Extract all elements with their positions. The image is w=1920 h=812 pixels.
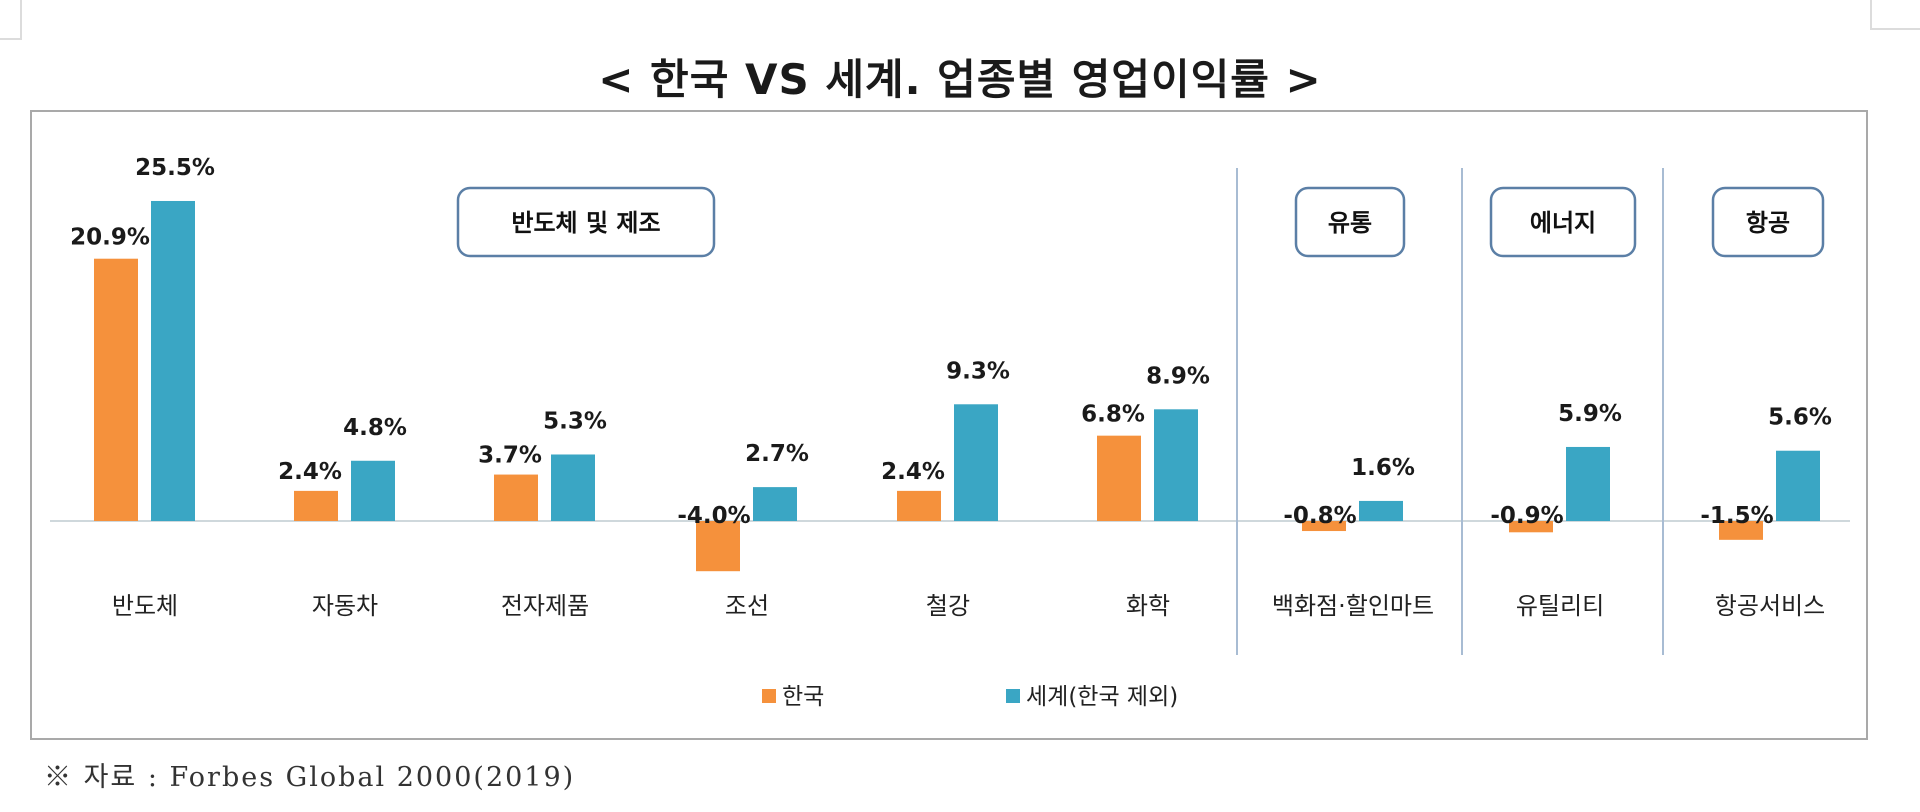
chart-title: < 한국 VS 세계. 업종별 영업이익률 > — [598, 55, 1322, 104]
bar-korea-2 — [294, 490, 338, 521]
bar-world-7 — [1359, 500, 1403, 521]
corner-mark-left — [0, 0, 22, 40]
bar-world-2 — [351, 460, 395, 521]
value-label-korea-3: 3.7% — [478, 443, 542, 469]
value-label-korea-7: -0.8% — [1283, 503, 1356, 529]
category-label-9: 항공서비스 — [1715, 592, 1825, 620]
group-box-3 — [1489, 186, 1637, 258]
category-label-5: 철강 — [926, 592, 970, 620]
value-label-korea-8: -0.9% — [1490, 503, 1563, 529]
bar-world-6 — [1154, 409, 1198, 521]
group-label-3: 에너지 — [1530, 209, 1596, 237]
bar-korea-8 — [1509, 521, 1553, 533]
legend-swatch-1 — [762, 689, 776, 703]
group-label-2: 유통 — [1328, 209, 1372, 237]
category-label-8: 유틸리티 — [1516, 592, 1604, 620]
group-box-1 — [456, 186, 716, 258]
value-label-korea-4: -4.0% — [677, 503, 750, 529]
source-note: ※ 자료 : Forbes Global 2000(2019) — [44, 762, 576, 793]
value-label-world-3: 5.3% — [543, 408, 607, 434]
bar-world-3 — [551, 454, 595, 521]
value-label-world-2: 4.8% — [343, 415, 407, 441]
value-label-korea-6: 6.8% — [1081, 402, 1145, 428]
legend-label-1: 한국 — [782, 684, 824, 710]
value-label-world-6: 8.9% — [1146, 363, 1210, 389]
chart-frame — [30, 110, 1868, 740]
bar-korea-3 — [494, 474, 538, 521]
category-label-6: 화학 — [1126, 592, 1170, 620]
bar-korea-5 — [897, 490, 941, 521]
category-label-4: 조선 — [725, 592, 769, 620]
bar-korea-7 — [1302, 521, 1346, 532]
value-label-korea-1: 20.9% — [70, 225, 150, 251]
group-box-4 — [1711, 186, 1825, 258]
category-label-3: 전자제품 — [501, 592, 589, 620]
value-label-world-7: 1.6% — [1351, 455, 1415, 481]
value-label-korea-2: 2.4% — [278, 459, 342, 485]
bar-korea-4 — [696, 521, 740, 572]
legend-swatch-2 — [1006, 689, 1020, 703]
bar-world-4 — [753, 487, 797, 521]
value-label-world-1: 25.5% — [135, 155, 215, 181]
group-box-2 — [1294, 186, 1406, 258]
bar-world-1 — [151, 200, 195, 521]
group-label-4: 항공 — [1746, 209, 1790, 237]
bar-korea-6 — [1097, 435, 1141, 521]
legend-label-2: 세계(한국 제외) — [1026, 684, 1178, 710]
corner-mark-right — [1870, 0, 1920, 30]
bar-world-9 — [1776, 450, 1820, 521]
category-label-1: 반도체 — [112, 592, 178, 620]
category-label-2: 자동차 — [312, 592, 378, 620]
value-label-world-9: 5.6% — [1768, 405, 1832, 431]
bar-korea-1 — [94, 258, 138, 521]
value-label-world-4: 2.7% — [745, 441, 809, 467]
value-label-world-5: 9.3% — [946, 358, 1010, 384]
value-label-korea-5: 2.4% — [881, 459, 945, 485]
bar-world-8 — [1566, 446, 1610, 521]
bar-world-5 — [954, 404, 998, 521]
value-label-world-8: 5.9% — [1558, 401, 1622, 427]
category-label-7: 백화점·할인마트 — [1272, 592, 1434, 620]
group-label-1: 반도체 및 제조 — [511, 209, 660, 237]
value-label-korea-9: -1.5% — [1700, 503, 1773, 529]
bar-korea-9 — [1719, 521, 1763, 540]
